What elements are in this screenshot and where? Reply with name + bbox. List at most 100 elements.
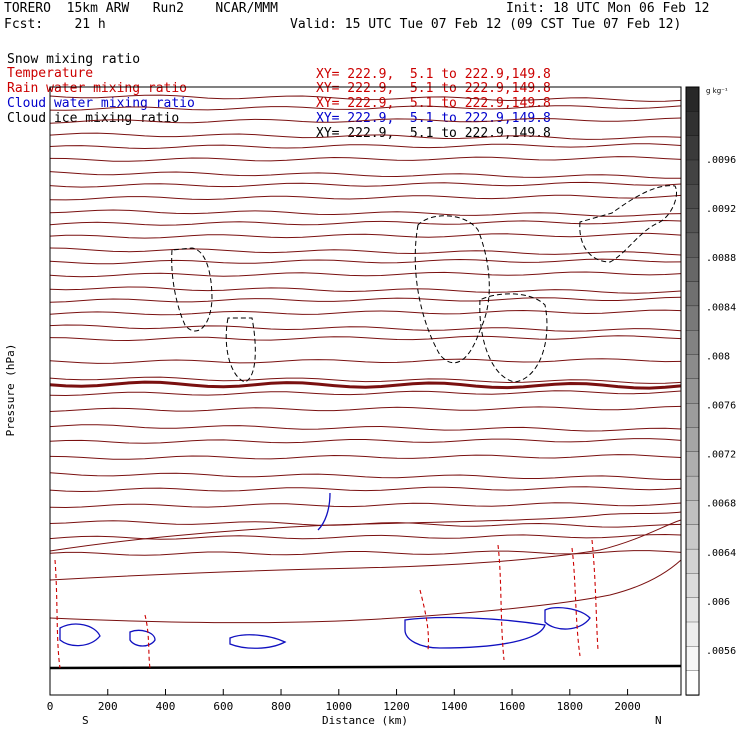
- temperature-isotherm: [49, 94, 682, 102]
- temperature-isotherm: [49, 296, 682, 303]
- colorbar-swatch: [685, 184, 700, 210]
- colorbar-swatch: [685, 403, 700, 429]
- cloud-water-contour: [229, 634, 287, 649]
- temperature-isotherm: [49, 209, 682, 217]
- temperature-isotherm: [49, 519, 682, 581]
- legend-temperature-xy: XY= 222.9, 5.1 to 222.9,149.8: [316, 81, 551, 96]
- legend-snow: Snow mixing ratio XY= 222.9, 5.1 to 222.…: [0, 37, 740, 82]
- temperature-isotherm: [49, 424, 682, 432]
- rain-water-contour: [497, 544, 505, 661]
- x-axis-label: Distance (km): [322, 714, 408, 727]
- rain-water-contour: [571, 547, 581, 657]
- colorbar-swatch: [685, 500, 700, 526]
- temperature-isotherm: [49, 247, 682, 256]
- plot-frame: [49, 86, 682, 696]
- colorbar-swatch: [685, 524, 700, 550]
- colorbar-label: .0084: [706, 302, 736, 313]
- temperature-isotherm: [49, 405, 682, 412]
- model-title: TORERO 15km ARW Run2 NCAR/MMM: [4, 1, 278, 16]
- snow-ice-contour: [479, 293, 548, 383]
- x-tick-label: 0: [47, 700, 54, 713]
- temperature-isotherm: [49, 486, 682, 493]
- temperature-isotherm: [49, 324, 682, 332]
- x-tick-label: 600: [213, 700, 233, 713]
- colorbar-label: .0064: [706, 548, 736, 559]
- cloud-water-contour: [404, 616, 546, 649]
- x-tick-label: 1800: [557, 700, 584, 713]
- colorbar-swatch: [685, 208, 700, 234]
- temperature-isotherm: [49, 438, 682, 444]
- colorbar-frame: [685, 86, 700, 696]
- temperature-isotherm: [49, 309, 682, 316]
- colorbar-swatch: [685, 378, 700, 404]
- colorbar-swatch: [685, 670, 700, 696]
- temperature-isotherm: [49, 143, 682, 150]
- colorbar-label: .0056: [706, 646, 736, 657]
- temperature-isotherm: [49, 358, 682, 364]
- legend-snow-name: Snow mixing ratio: [7, 52, 141, 67]
- temperature-isotherm: [49, 117, 682, 124]
- colorbar-label: .006: [706, 597, 730, 608]
- cloud-contours: [54, 185, 677, 669]
- colorbar-swatch: [685, 135, 700, 161]
- temperature-isotherm: [49, 271, 682, 278]
- rain-water-contour: [144, 614, 151, 669]
- colorbar-swatch: [685, 281, 700, 307]
- temperature-isotherm: [49, 550, 682, 556]
- colorbar-swatch: [685, 597, 700, 623]
- zero-isotherm: [49, 380, 682, 390]
- colorbar-label: .008: [706, 351, 730, 362]
- colorbar-swatch: [685, 159, 700, 185]
- temperature-isotherm: [49, 559, 682, 624]
- colorbar-swatch: [685, 232, 700, 258]
- legend-cloud-ice-name: Cloud ice mixing ratio: [7, 111, 180, 126]
- terrain-line: [49, 664, 682, 670]
- colorbar: .0096 .0092 .0088 .0084 .008 .0076 .0072 .0068.…: [685, 86, 736, 696]
- y-axis-label: Pressure (hPa): [4, 344, 17, 437]
- legend-rain-name: Rain water mixing ratio: [7, 81, 188, 96]
- temperature-isotherm: [49, 335, 682, 342]
- colorbar-label: .0076: [706, 401, 736, 412]
- colorbar-swatch: [685, 621, 700, 647]
- temperature-isotherm: [49, 181, 682, 188]
- cloud-water-contour: [544, 607, 591, 630]
- colorbar-swatch: [685, 330, 700, 356]
- rain-water-contour: [419, 589, 429, 651]
- temperature-isotherm: [49, 286, 682, 294]
- legend-temperature: Temperature XY= 222.9, 5.1 to 222.9,149.…: [0, 51, 740, 96]
- legend-snow-xy: XY= 222.9, 5.1 to 222.9,149.8: [316, 67, 551, 82]
- colorbar-swatch: [685, 475, 700, 502]
- colorbar-swatch: [685, 257, 700, 283]
- temperature-isotherm: [49, 232, 682, 239]
- rain-water-contour: [591, 539, 599, 651]
- snow-ice-contour: [414, 215, 490, 364]
- temperature-isotherm: [49, 156, 682, 162]
- temperature-isotherm: [49, 454, 682, 460]
- x-tick-label: 400: [156, 700, 176, 713]
- temperature-isotherm: [49, 390, 682, 397]
- colorbar-swatch: [685, 573, 700, 599]
- south-label: S: [82, 714, 89, 727]
- temperature-isotherm: [49, 472, 682, 481]
- snow-ice-contour: [579, 185, 677, 263]
- snow-ice-contour: [171, 247, 213, 332]
- colorbar-swatch: [685, 354, 700, 380]
- legend-cloud-water-name: Cloud water mixing ratio: [7, 96, 195, 111]
- x-tick-label: 2000: [614, 700, 641, 713]
- temperature-isotherm: [49, 502, 682, 509]
- x-tick-label: 800: [271, 700, 291, 713]
- north-label: N: [655, 714, 662, 727]
- temperature-isotherm: [49, 511, 682, 552]
- colorbar-label: .0072: [706, 450, 736, 461]
- colorbar-unit: g kg⁻¹: [706, 87, 728, 95]
- temperature-isotherm: [49, 132, 682, 140]
- colorbar-swatch: [685, 86, 700, 112]
- cloud-water-contour: [59, 623, 101, 647]
- colorbar-label: .0088: [706, 253, 736, 264]
- colorbar-swatch: [685, 646, 700, 672]
- temperature-isotherm: [49, 533, 682, 540]
- colorbar-swatch: [685, 451, 700, 477]
- colorbar-label: .0092: [706, 204, 736, 215]
- colorbar-swatch: [685, 111, 700, 137]
